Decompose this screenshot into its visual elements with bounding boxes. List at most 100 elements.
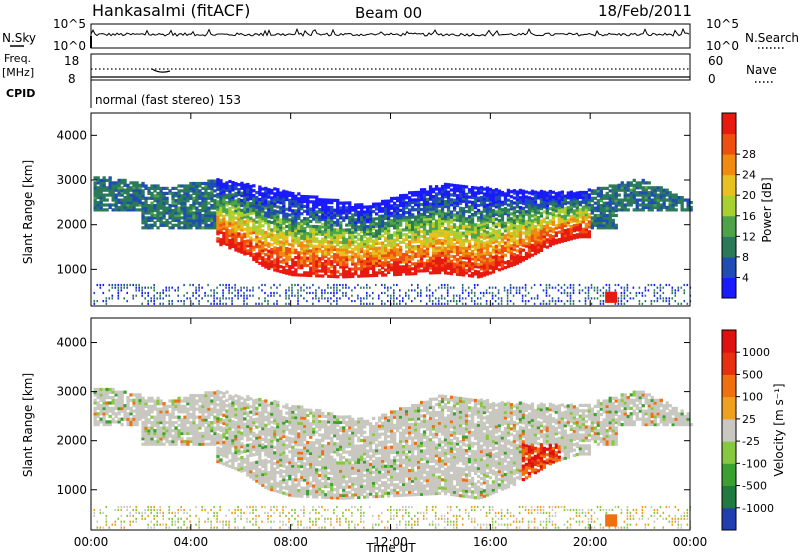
power-cell: [309, 266, 313, 270]
power-cell: [467, 239, 472, 243]
power-cell: [231, 227, 235, 231]
power-cell: [354, 218, 358, 222]
velocity-cell: [123, 406, 127, 410]
power-cell: [422, 217, 427, 221]
power-cell: [276, 212, 280, 216]
power-cell: [399, 235, 403, 239]
power-cell: [596, 216, 600, 220]
power-cell: [647, 203, 651, 207]
power-noise-cell: [267, 300, 269, 303]
power-noise-cell: [644, 294, 647, 297]
power-cell: [554, 194, 558, 198]
power-cell: [363, 205, 367, 209]
power-noise-cell: [327, 297, 329, 300]
power-cell: [117, 205, 121, 209]
power-cell: [446, 207, 451, 211]
power-cell: [623, 196, 627, 200]
power-cell: [297, 197, 301, 201]
power-cell: [500, 247, 505, 251]
power-cell: [488, 241, 493, 246]
power-cell: [411, 191, 415, 195]
power-cell: [381, 226, 385, 230]
power-cell: [557, 206, 561, 210]
power-noise-cell: [605, 283, 608, 287]
power-noise-cell: [195, 297, 197, 300]
power-cell: [479, 250, 484, 254]
power-cell: [476, 238, 481, 242]
power-cell: [333, 233, 337, 237]
power-cell: [464, 261, 469, 265]
power-cell: [306, 246, 310, 250]
power-cell: [440, 253, 445, 257]
power-cell: [608, 221, 612, 225]
velocity-cell: [105, 393, 109, 397]
power-cell: [656, 188, 660, 192]
power-cell: [171, 209, 175, 213]
power-cell: [542, 210, 546, 214]
power-cell: [411, 267, 415, 271]
power-noise-cell: [431, 300, 434, 303]
power-cell: [204, 216, 208, 220]
power-cell: [405, 250, 409, 254]
power-cell: [315, 212, 319, 216]
power-cell: [345, 211, 349, 215]
power-noise-cell: [240, 294, 242, 297]
power-cell: [530, 238, 535, 242]
power-cell: [171, 226, 175, 230]
velocity-cell: [117, 406, 121, 410]
power-noise-cell: [198, 283, 200, 287]
power-cell: [569, 227, 573, 231]
power-cell: [414, 240, 418, 244]
power-cell: [411, 262, 415, 266]
power-noise-cell: [431, 302, 434, 305]
power-cell: [327, 215, 331, 219]
power-cell: [126, 191, 130, 195]
power-noise-cell: [366, 291, 368, 295]
power-cell: [189, 209, 193, 213]
power-cell: [554, 201, 558, 206]
power-noise-cell: [578, 300, 581, 303]
power-cell: [303, 239, 307, 243]
power-cell: [300, 194, 304, 199]
power-cell: [132, 200, 136, 205]
power-cell: [393, 204, 397, 208]
power-cell: [243, 183, 247, 187]
power-cell: [366, 227, 370, 231]
power-cell: [632, 191, 636, 195]
power-cell: [141, 216, 145, 220]
power-cell: [165, 191, 169, 195]
power-cell: [629, 188, 633, 192]
power-cell: [464, 256, 469, 260]
power-cell: [162, 209, 166, 213]
power-noise-cell: [590, 286, 593, 289]
power-cell: [479, 247, 484, 251]
power-noise-cell: [668, 300, 671, 303]
power-cell: [434, 241, 439, 245]
power-cell: [93, 176, 97, 180]
power-cell: [222, 202, 226, 206]
power-cell: [405, 238, 409, 242]
power-cell: [482, 199, 487, 203]
power-cell: [288, 193, 292, 197]
power-cell: [530, 233, 535, 238]
power-cell: [333, 228, 337, 232]
power-cell: [225, 235, 229, 239]
power-cell: [635, 181, 639, 185]
power-cell: [279, 211, 283, 215]
power-cell: [138, 186, 142, 190]
power-cell: [300, 231, 304, 235]
power-cell: [300, 199, 304, 203]
power-cell: [431, 217, 436, 221]
power-cell: [273, 202, 277, 206]
power-cell: [246, 212, 250, 216]
power-noise-cell: [473, 283, 476, 287]
power-cell: [285, 190, 289, 194]
power-cell: [593, 189, 597, 193]
velocity-cell: [126, 401, 130, 405]
velocity-noise-cell: [105, 505, 108, 509]
power-cell: [249, 229, 253, 233]
power-noise-cell: [336, 291, 338, 295]
power-colorbar-label: 4: [742, 271, 749, 284]
power-cell: [446, 242, 451, 246]
power-cell: [515, 219, 520, 224]
